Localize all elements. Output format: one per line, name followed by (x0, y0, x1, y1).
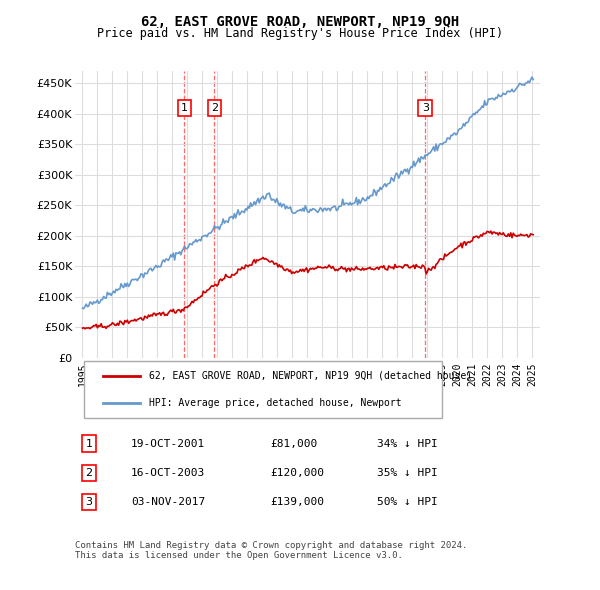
Text: £120,000: £120,000 (270, 468, 324, 478)
Text: 1: 1 (181, 103, 188, 113)
Text: 2: 2 (85, 468, 92, 478)
Text: 2: 2 (211, 103, 218, 113)
Text: £81,000: £81,000 (270, 438, 317, 448)
Text: 35% ↓ HPI: 35% ↓ HPI (377, 468, 438, 478)
Text: 3: 3 (85, 497, 92, 507)
Text: Price paid vs. HM Land Registry's House Price Index (HPI): Price paid vs. HM Land Registry's House … (97, 27, 503, 40)
Text: HPI: Average price, detached house, Newport: HPI: Average price, detached house, Newp… (149, 398, 402, 408)
Text: 50% ↓ HPI: 50% ↓ HPI (377, 497, 438, 507)
Text: 16-OCT-2003: 16-OCT-2003 (131, 468, 205, 478)
Text: Contains HM Land Registry data © Crown copyright and database right 2024.
This d: Contains HM Land Registry data © Crown c… (75, 541, 467, 560)
Text: 1: 1 (85, 438, 92, 448)
Text: 62, EAST GROVE ROAD, NEWPORT, NP19 9QH (detached house): 62, EAST GROVE ROAD, NEWPORT, NP19 9QH (… (149, 371, 473, 381)
Text: 03-NOV-2017: 03-NOV-2017 (131, 497, 205, 507)
Text: 19-OCT-2001: 19-OCT-2001 (131, 438, 205, 448)
Text: £139,000: £139,000 (270, 497, 324, 507)
FancyBboxPatch shape (84, 360, 442, 418)
Text: 34% ↓ HPI: 34% ↓ HPI (377, 438, 438, 448)
Text: 62, EAST GROVE ROAD, NEWPORT, NP19 9QH: 62, EAST GROVE ROAD, NEWPORT, NP19 9QH (141, 15, 459, 29)
Text: 3: 3 (422, 103, 429, 113)
